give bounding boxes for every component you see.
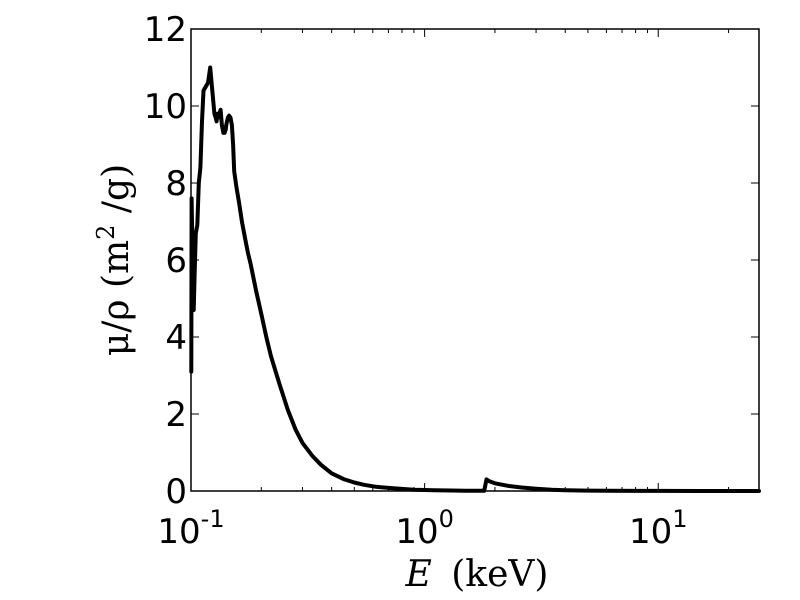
- y-tick-label: 2: [165, 395, 187, 435]
- tick-marks: [190, 28, 759, 492]
- tick-labels: 0 2 4 6 8 10 12 10-1 100 101: [144, 10, 688, 552]
- y-tick-label: 10: [144, 87, 187, 127]
- series-line: [189, 65, 761, 493]
- y-tick-label: 0: [165, 472, 187, 512]
- y-tick-label: 6: [165, 241, 187, 281]
- y-tick-label: 4: [165, 318, 187, 358]
- y-tick-label: 8: [165, 164, 187, 204]
- x-axis-var: E: [405, 554, 432, 595]
- y-tick-label: 12: [144, 10, 187, 50]
- x-tick-label: 100: [395, 505, 454, 552]
- y-axis-label-suffix: /g): [96, 164, 137, 225]
- plot-frame: [190, 28, 760, 492]
- y-axis-label: μ/ρ (m2 /g): [92, 164, 137, 356]
- y-axis-label-exp: 2: [92, 225, 120, 240]
- x-tick-label: 101: [629, 505, 688, 552]
- x-axis-unit: (keV): [451, 554, 548, 595]
- y-axis-label-prefix: μ/ρ (m: [96, 240, 137, 356]
- x-axis-label: E (keV): [405, 554, 549, 595]
- x-tick-label: 10-1: [157, 505, 224, 552]
